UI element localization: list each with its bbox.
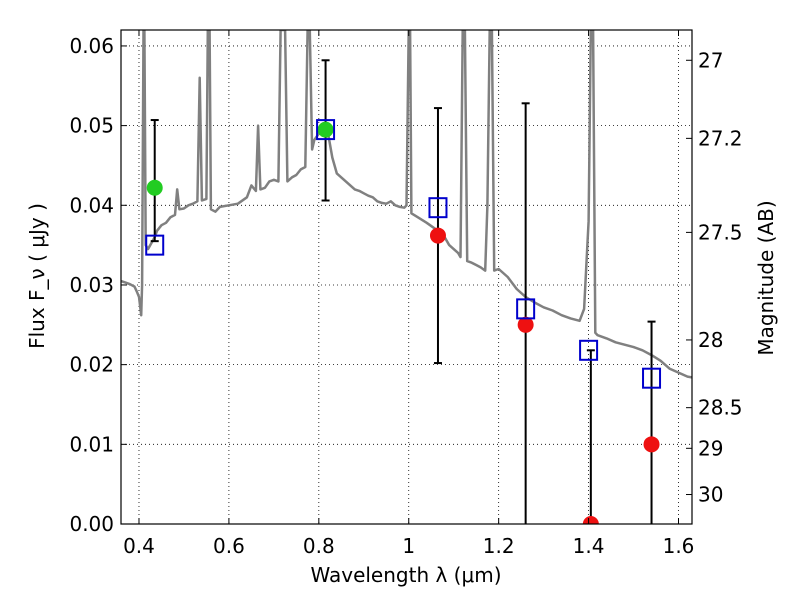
template-box-marker [428, 197, 448, 219]
template-box-marker [145, 234, 165, 256]
y-tick-label: 0.05 [69, 114, 114, 138]
plot-frame [120, 29, 693, 525]
y-tick-label: 0.03 [69, 273, 114, 297]
template-box-marker [642, 367, 662, 389]
right-tick-label: 27.5 [698, 220, 743, 244]
x-tick-label: 0.4 [123, 534, 155, 558]
right-tick-label: 28 [698, 328, 723, 352]
right-tick-label: 29 [698, 436, 723, 460]
axes: 0.4 0.6 0.8 1 1.2 1.4 1.6 0.00 0.01 0.02 0.03 0.04 0… [69, 29, 743, 558]
observed-point [582, 516, 599, 524]
right-tick-label: 28.5 [698, 396, 743, 420]
right-tick-label: 27.2 [698, 126, 743, 150]
y-tick-label: 0.06 [69, 34, 114, 58]
y-tick-label: 0.01 [69, 432, 114, 456]
y-tick-label: 0.02 [69, 353, 114, 377]
y-axis-label: Flux F_ν ( μJy ) [25, 203, 49, 349]
x-tick-label: 1.2 [483, 534, 515, 558]
observed-point [643, 436, 660, 453]
x-axis-label: Wavelength λ (μm) [310, 563, 501, 587]
right-tick-label: 30 [698, 483, 723, 507]
y-tick-label: 0.00 [69, 512, 114, 536]
x-tick-label: 1.4 [573, 534, 605, 558]
x-tick-label: 1 [402, 534, 415, 558]
observed-point [517, 316, 534, 333]
template-box-marker [516, 298, 536, 320]
right-tick-label: 27 [698, 48, 723, 72]
x-tick-label: 0.6 [213, 534, 245, 558]
observed-point [146, 179, 163, 196]
x-tick-label: 1.6 [663, 534, 695, 558]
template-box-marker [579, 339, 599, 361]
template-box-marker [316, 119, 336, 141]
right-axis-label: Magnitude (AB) [754, 200, 778, 355]
observed-point [429, 227, 446, 244]
x-tick-label: 0.8 [303, 534, 335, 558]
y-tick-label: 0.04 [69, 193, 114, 217]
plot-area [121, 30, 692, 524]
model-sed-line [121, 30, 692, 379]
observed-point [317, 121, 334, 138]
